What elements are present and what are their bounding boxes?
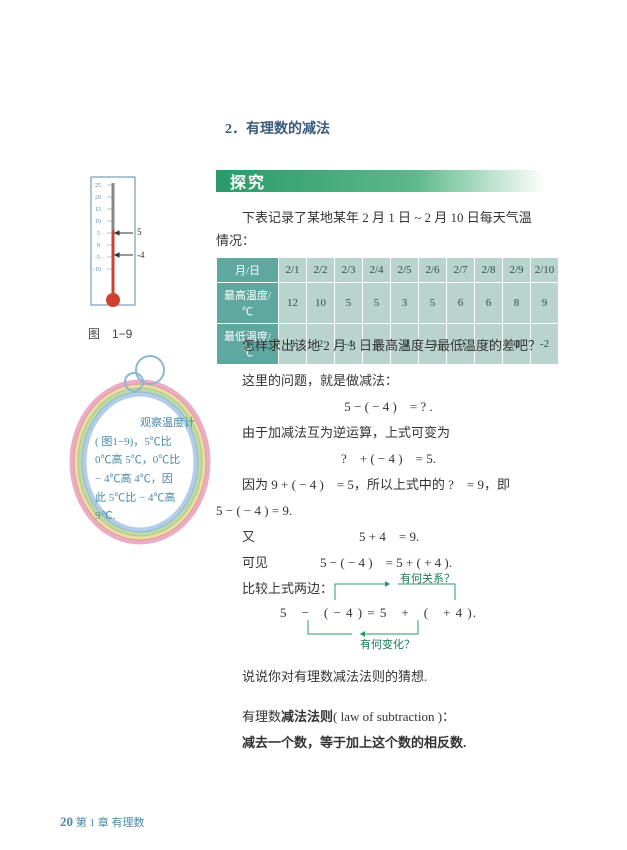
table-row: 月/日 2/1 2/2 2/3 2/4 2/5 2/6 2/7 2/8 2/9 … bbox=[217, 258, 559, 283]
table-cell: 2/3 bbox=[335, 258, 363, 283]
page-number: 20 bbox=[60, 814, 73, 829]
lower-note: 有何变化？ bbox=[360, 636, 415, 652]
svg-text:10: 10 bbox=[95, 219, 101, 225]
svg-text:-10: -10 bbox=[93, 267, 101, 273]
law-text: 减去一个数，等于加上这个数的相反数. bbox=[216, 730, 561, 756]
intro-line1: 下表记录了某地某年 2 月 1 日 ~ 2 月 10 日每天气温 bbox=[216, 206, 561, 229]
page-footer: 20 第 1 章 有理数 bbox=[60, 814, 145, 830]
figure-label: 图 1−9 bbox=[88, 325, 132, 342]
table-cell: 6 bbox=[475, 283, 503, 324]
table-cell: 5 bbox=[419, 283, 447, 324]
svg-text:20: 20 bbox=[95, 195, 101, 201]
table-cell: 2/2 bbox=[307, 258, 335, 283]
thermometer-figure: 25 20 15 10 5 0 -5 -10 5 -4 bbox=[85, 175, 155, 320]
para: 这里的问题，就是做减法： bbox=[216, 368, 561, 394]
row-header: 最高温度/℃ bbox=[217, 283, 279, 324]
annotation-ring: 观察温度计 ( 图1−9)，5℃比 0℃高 5℃，0℃比 − 4℃高 4℃，因 … bbox=[60, 352, 215, 547]
svg-text:0: 0 bbox=[97, 243, 100, 249]
intro-text: 下表记录了某地某年 2 月 1 日 ~ 2 月 10 日每天气温 情况： bbox=[216, 206, 561, 253]
para: 又 5 + 4 = 9. bbox=[216, 524, 561, 550]
section-title: 2．有理数的减法 bbox=[225, 118, 330, 138]
table-cell: 5 bbox=[335, 283, 363, 324]
table-cell: 2/4 bbox=[363, 258, 391, 283]
law-heading: 有理数减法法则( law of subtraction )： bbox=[216, 704, 561, 730]
bar-lead bbox=[216, 170, 224, 192]
svg-text:25: 25 bbox=[95, 183, 101, 189]
body-text: 这里的问题，就是做减法： 5 − ( − 4 ) = ? . 由于加减法互为逆运… bbox=[216, 368, 561, 602]
marker-neg4: -4 bbox=[137, 250, 145, 260]
table-cell: 2/1 bbox=[279, 258, 307, 283]
equation: 5 − ( − 4 ) = ? . bbox=[216, 394, 561, 420]
ring-annotation-text: 观察温度计 ( 图1−9)，5℃比 0℃高 5℃，0℃比 − 4℃高 4℃，因 … bbox=[95, 414, 195, 526]
para: 由于加减法互为逆运算，上式可变为 bbox=[216, 420, 561, 446]
table-cell: 2/7 bbox=[447, 258, 475, 283]
table-cell: 12 bbox=[279, 283, 307, 324]
table-cell: 2/6 bbox=[419, 258, 447, 283]
row-header: 月/日 bbox=[217, 258, 279, 283]
table-cell: 9 bbox=[531, 283, 559, 324]
table-cell: 2/10 bbox=[531, 258, 559, 283]
equation: ? + ( − 4 ) = 5. bbox=[216, 446, 561, 472]
conclusion-block: 说说你对有理数减法法则的猜想. 有理数减法法则( law of subtract… bbox=[216, 664, 561, 756]
table-cell: 10 bbox=[307, 283, 335, 324]
para: 说说你对有理数减法法则的猜想. bbox=[216, 664, 561, 690]
table-cell: 8 bbox=[503, 283, 531, 324]
compare-formula: 5 − ( − 4 ) = 5 + ( + 4 ). bbox=[280, 602, 477, 621]
upper-note: 有何关系？ bbox=[400, 570, 455, 586]
para: 因为 9 + ( − 4 ) = 5，所以上式中的 ? = 9，即 bbox=[216, 472, 561, 498]
table-cell: 2/5 bbox=[391, 258, 419, 283]
table-cell: 2/8 bbox=[475, 258, 503, 283]
question-text: 怎样求出该地 2 月 3 日最高温度与最低温度的差吧？ bbox=[216, 335, 561, 357]
chapter-name: 第 1 章 有理数 bbox=[76, 817, 145, 829]
table-cell: 6 bbox=[447, 283, 475, 324]
svg-text:5: 5 bbox=[97, 231, 100, 237]
table-cell: 2/9 bbox=[503, 258, 531, 283]
marker-5: 5 bbox=[137, 227, 142, 237]
thermometer-icon: 25 20 15 10 5 0 -5 -10 5 -4 bbox=[85, 175, 155, 320]
svg-text:-5: -5 bbox=[95, 255, 100, 261]
table-cell: 5 bbox=[363, 283, 391, 324]
intro-line2: 情况： bbox=[216, 229, 561, 252]
table-cell: 3 bbox=[391, 283, 419, 324]
svg-text:15: 15 bbox=[95, 207, 101, 213]
explore-heading-bar: 探究 bbox=[216, 170, 546, 192]
explore-label: 探究 bbox=[230, 169, 266, 193]
para: 5 − ( − 4 ) = 9. bbox=[216, 498, 561, 524]
table-row: 最高温度/℃ 12 10 5 5 3 5 6 6 8 9 bbox=[217, 283, 559, 324]
